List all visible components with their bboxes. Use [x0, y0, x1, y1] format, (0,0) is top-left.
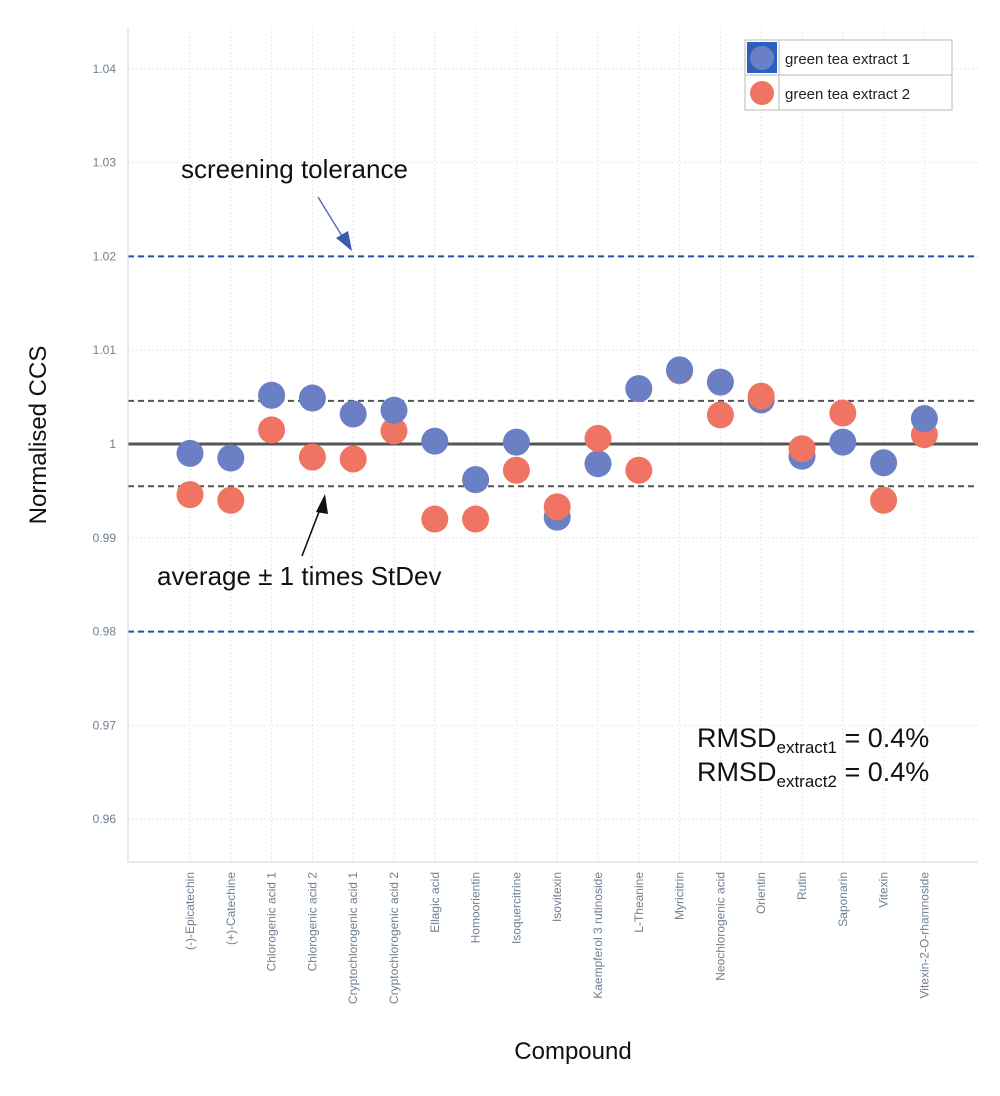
- x-tick-label: Ellagic acid: [428, 872, 442, 933]
- x-tick-label: Chlorogenic acid 1: [265, 872, 279, 972]
- rmsd2-sub: extract2: [777, 772, 837, 791]
- legend-marker-extract-2: [750, 81, 774, 105]
- point-extract-2: [870, 486, 898, 514]
- legend-label-extract-2: green tea extract 2: [785, 86, 910, 103]
- point-extract-1: [502, 428, 530, 456]
- data-points: [176, 356, 938, 533]
- rmsd-extract1: RMSDextract1 = 0.4%: [697, 723, 929, 757]
- legend-marker-extract-1: [750, 46, 774, 70]
- point-extract-2: [380, 417, 408, 445]
- y-tick-label: 1.03: [93, 156, 117, 170]
- point-extract-1: [421, 427, 449, 455]
- point-extract-2: [584, 424, 612, 452]
- point-extract-2: [176, 481, 204, 509]
- point-extract-2: [502, 456, 530, 484]
- point-extract-2: [625, 456, 653, 484]
- point-extract-1: [910, 405, 938, 433]
- x-tick-label: Rutin: [795, 872, 809, 900]
- x-axis-title: Compound: [514, 1038, 631, 1065]
- point-extract-1: [176, 439, 204, 467]
- average-stdev-arrowhead: [316, 494, 328, 514]
- x-tick-label: Cryptochlorogenic acid 2: [387, 872, 401, 1004]
- x-tick-label: Vitexin: [877, 872, 891, 908]
- rmsd2-prefix: RMSD: [697, 757, 777, 787]
- x-tick-label: Neochlorogenic acid: [713, 872, 727, 981]
- y-tick-label: 1.01: [93, 343, 117, 357]
- average-stdev-arrow: [301, 503, 323, 557]
- point-extract-2: [543, 493, 571, 521]
- point-extract-2: [462, 505, 490, 533]
- rmsd2-value: = 0.4%: [837, 757, 929, 787]
- point-extract-2: [258, 416, 286, 444]
- point-extract-2: [421, 505, 449, 533]
- axes: [127, 28, 978, 863]
- point-extract-1: [584, 450, 612, 478]
- screening-tolerance-arrowhead: [336, 231, 352, 251]
- x-tick-label: Homoorientin: [469, 872, 483, 943]
- y-tick-label: 1.02: [93, 249, 117, 263]
- average-stdev-annotation: average ± 1 times StDev: [157, 561, 442, 591]
- y-tick-label: 0.97: [93, 718, 117, 732]
- point-extract-1: [217, 444, 245, 472]
- x-tick-label: L-Theanine: [632, 872, 646, 933]
- y-axis-title: Normalised CCS: [25, 346, 52, 525]
- rmsd1-prefix: RMSD: [697, 723, 777, 753]
- point-extract-2: [747, 382, 775, 410]
- x-tick-label: Saponarin: [836, 872, 850, 927]
- x-tick-label: Kaempferol 3 rutinoside: [591, 872, 605, 999]
- rmsd-extract2: RMSDextract2 = 0.4%: [697, 757, 929, 791]
- x-tick-label: (-)-Epicatechin: [183, 872, 197, 950]
- y-tick-label: 1: [109, 437, 116, 451]
- y-tick-labels: 0.96 0.97 0.98 0.99 1 1.01 1.02 1.03 1.04: [93, 62, 117, 826]
- point-extract-1: [706, 368, 734, 396]
- point-extract-2: [788, 435, 816, 463]
- legend-label-extract-1: green tea extract 1: [785, 51, 910, 68]
- x-tick-label: Vitexin-2-O-rhamnoside: [917, 872, 931, 999]
- rmsd1-sub: extract1: [777, 738, 837, 757]
- x-tick-label: Myricitrin: [673, 872, 687, 920]
- point-extract-1: [298, 384, 326, 412]
- point-extract-1: [870, 449, 898, 477]
- point-extract-1: [462, 466, 490, 494]
- point-extract-1: [258, 381, 286, 409]
- y-tick-label: 0.99: [93, 531, 117, 545]
- x-tick-label: Orientin: [754, 872, 768, 914]
- legend: green tea extract 1 green tea extract 2: [744, 39, 953, 111]
- point-extract-2: [339, 445, 367, 473]
- point-extract-1: [625, 375, 653, 403]
- y-tick-label: 0.96: [93, 812, 117, 826]
- x-tick-label: Chlorogenic acid 2: [305, 872, 319, 972]
- x-tick-label: (+)-Catechine: [224, 872, 238, 945]
- point-extract-1: [829, 428, 857, 456]
- y-tick-label: 1.04: [93, 62, 117, 76]
- point-extract-2: [829, 399, 857, 427]
- x-tick-label: Isovitexin: [550, 872, 564, 922]
- point-extract-2: [298, 443, 326, 471]
- x-tick-labels: (-)-Epicatechin (+)-Catechine Chlorogenic …: [183, 872, 931, 1004]
- point-extract-1: [666, 356, 694, 384]
- point-extract-2: [217, 486, 245, 514]
- rmsd1-value: = 0.4%: [837, 723, 929, 753]
- point-extract-2: [706, 401, 734, 429]
- x-tick-label: Isoquercitrine: [509, 872, 523, 944]
- x-tick-label: Cryptochlorogenic acid 1: [346, 872, 360, 1004]
- point-extract-1: [380, 396, 408, 424]
- screening-tolerance-annotation: screening tolerance: [181, 154, 408, 184]
- point-extract-1: [339, 400, 367, 428]
- y-tick-label: 0.98: [93, 625, 117, 639]
